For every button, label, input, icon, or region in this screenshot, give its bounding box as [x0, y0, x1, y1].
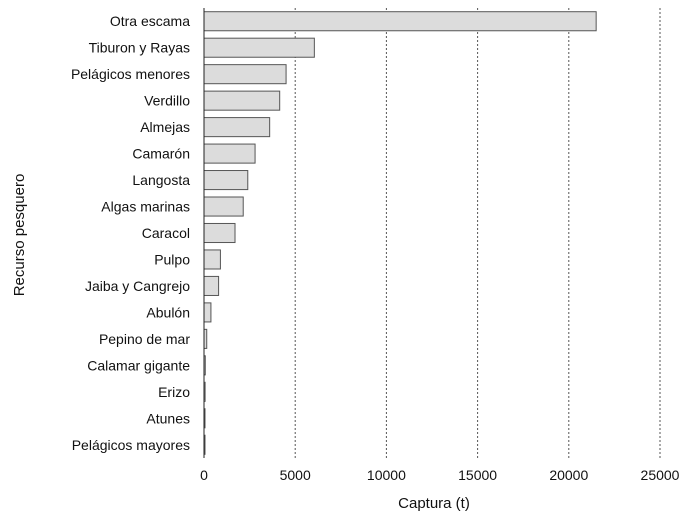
bar — [203, 117, 271, 138]
x-axis-title: Captura (t) — [398, 495, 470, 512]
bar — [203, 222, 236, 244]
grid-lines — [294, 8, 661, 458]
bar — [203, 90, 281, 111]
category-label: Calamar gigante — [87, 357, 190, 373]
bar — [203, 170, 249, 191]
bar — [203, 275, 220, 296]
x-tick-label: 20000 — [549, 467, 588, 483]
category-label: Pelágicos menores — [71, 66, 190, 82]
category-label: Pelágicos mayores — [72, 437, 190, 453]
category-label: Tiburon y Rayas — [89, 40, 190, 56]
x-tick-label: 5000 — [280, 467, 311, 483]
bar — [203, 11, 597, 32]
category-label: Almejas — [140, 119, 190, 135]
category-label: Atunes — [146, 410, 190, 426]
x-tick-label: 10000 — [367, 467, 406, 483]
category-label: Erizo — [158, 384, 190, 400]
x-tick-label: 0 — [200, 467, 208, 483]
category-label: Algas marinas — [101, 199, 190, 215]
bar — [203, 196, 244, 217]
bar — [203, 249, 221, 270]
category-label: Jaiba y Cangrejo — [85, 278, 190, 294]
category-labels: Otra escama Tiburon y Rayas Pelágicos meno… — [71, 13, 190, 453]
category-label: Otra escama — [110, 13, 190, 29]
x-tick-label: 25000 — [641, 467, 680, 483]
bar — [203, 64, 287, 85]
bar — [203, 143, 256, 164]
category-label: Verdillo — [144, 93, 190, 109]
x-tick-labels: 0 5000 10000 15000 20000 25000 — [200, 467, 680, 483]
y-axis-title: Recurso pesquero — [11, 174, 28, 297]
category-label: Langosta — [132, 172, 190, 188]
bar — [203, 37, 315, 58]
category-label: Abulón — [146, 304, 190, 320]
category-label: Pepino de mar — [99, 331, 190, 347]
bar — [203, 302, 212, 323]
category-label: Caracol — [142, 225, 190, 241]
x-tick-label: 15000 — [458, 467, 497, 483]
category-label: Pulpo — [154, 251, 190, 267]
bars — [203, 11, 597, 455]
category-label: Camarón — [132, 146, 190, 162]
